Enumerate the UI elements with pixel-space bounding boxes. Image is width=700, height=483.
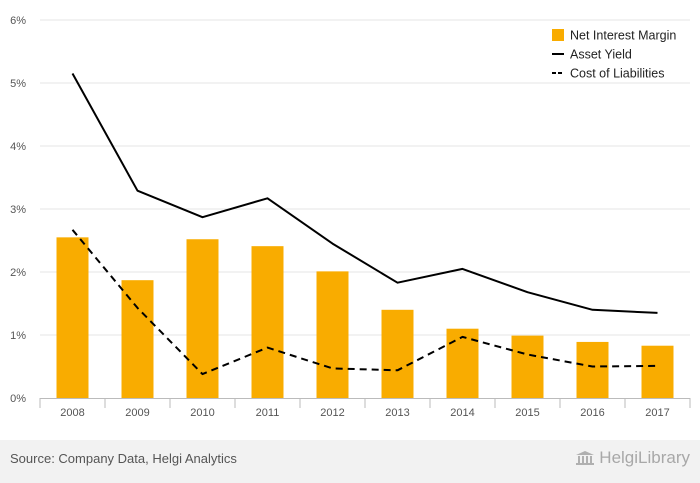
y-axis-ticks: 0% 1% 2% 3% 4% 5% 6%: [10, 15, 26, 405]
y-tick-label: 5%: [10, 78, 26, 90]
x-tick-label: 2009: [125, 407, 149, 419]
source-note: Source: Company Data, Helgi Analytics: [10, 451, 237, 466]
bar-series: [56, 237, 674, 398]
y-tick-label: 2%: [10, 267, 26, 279]
line-series: [71, 73, 658, 376]
legend: Net Interest Margin Asset Yield Cost of Li…: [552, 29, 676, 81]
bar: [641, 345, 674, 398]
bar: [121, 280, 154, 398]
x-tick-label: 2016: [580, 407, 604, 419]
x-tick-label: 2008: [60, 407, 84, 419]
gridlines: [40, 19, 690, 336]
y-tick-label: 1%: [10, 330, 26, 342]
x-tick-label: 2013: [385, 407, 409, 419]
bar: [186, 239, 219, 398]
bar: [56, 237, 89, 398]
bar: [511, 335, 544, 398]
y-tick-label: 4%: [10, 141, 26, 153]
brand-text: HelgiLibrary: [599, 448, 690, 467]
y-tick-label: 0%: [10, 393, 26, 405]
x-tick-label: 2011: [256, 407, 280, 419]
x-tick-label: 2017: [645, 407, 669, 419]
cost-of-liabilities-line: [71, 229, 658, 376]
bar: [576, 341, 609, 398]
asset-yield-line: [71, 73, 658, 314]
x-tick-label: 2015: [515, 407, 539, 419]
brand-logo: HelgiLibrary: [575, 448, 690, 468]
library-building-icon: [576, 451, 595, 465]
footer: Source: Company Data, Helgi Analytics He…: [0, 440, 700, 483]
chart: 0%1%2%3%4%5%6% 2008 2009 2010 2011 2012 2013 2…: [10, 15, 691, 419]
x-tick-label: 2014: [450, 407, 474, 419]
legend-label: Asset Yield: [570, 48, 632, 62]
legend-label: Cost of Liabilities: [570, 67, 665, 81]
x-axis: 2008 2009 2010 2011 2012 2013 2014 2015 2016 2017: [39, 398, 691, 419]
bar: [251, 246, 284, 398]
legend-swatch: [552, 29, 564, 41]
bar: [381, 309, 414, 398]
bar: [316, 271, 349, 398]
y-tick-label: 6%: [10, 15, 26, 27]
y-tick-label: 3%: [10, 204, 26, 216]
legend-label: Net Interest Margin: [570, 29, 676, 43]
x-tick-label: 2010: [190, 407, 214, 419]
x-tick-label: 2012: [320, 407, 344, 419]
